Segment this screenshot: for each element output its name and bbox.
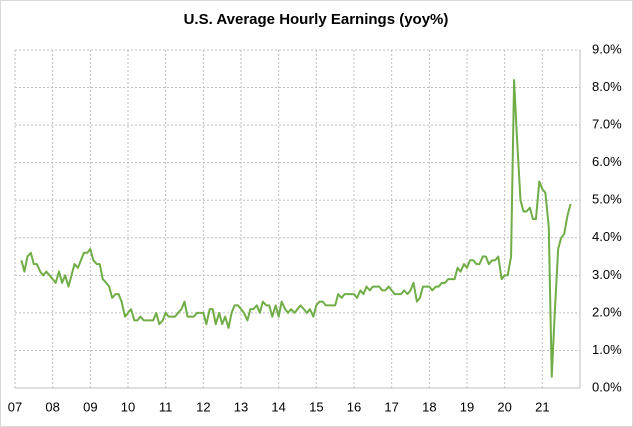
x-tick-label: 21 (535, 399, 549, 414)
x-tick-label: 12 (196, 399, 210, 414)
x-tick-label: 17 (384, 399, 398, 414)
x-tick-label: 19 (460, 399, 474, 414)
x-tick-label: 11 (159, 399, 173, 414)
y-tick-label: 3.0% (592, 267, 622, 282)
x-tick-label: 08 (45, 399, 59, 414)
y-tick-label: 4.0% (592, 229, 622, 244)
x-tick-label: 13 (234, 399, 248, 414)
x-tick-label: 20 (497, 399, 511, 414)
y-tick-label: 8.0% (592, 79, 622, 94)
y-tick-label: 2.0% (592, 304, 622, 319)
x-tick-label: 07 (8, 399, 22, 414)
y-tick-label: 6.0% (592, 154, 622, 169)
x-tick-label: 14 (271, 399, 285, 414)
y-tick-label: 7.0% (592, 117, 622, 132)
y-tick-label: 1.0% (592, 342, 622, 357)
y-tick-label: 0.0% (592, 379, 622, 394)
x-tick-label: 15 (309, 399, 323, 414)
data-line (20, 79, 572, 378)
y-tick-label: 5.0% (592, 192, 622, 207)
x-tick-label: 16 (347, 399, 361, 414)
x-tick-label: 10 (121, 399, 135, 414)
chart-title: U.S. Average Hourly Earnings (yoy%) (184, 11, 449, 28)
x-tick-label: 09 (83, 399, 97, 414)
x-tick-label: 18 (422, 399, 436, 414)
y-tick-label: 9.0% (592, 41, 622, 56)
